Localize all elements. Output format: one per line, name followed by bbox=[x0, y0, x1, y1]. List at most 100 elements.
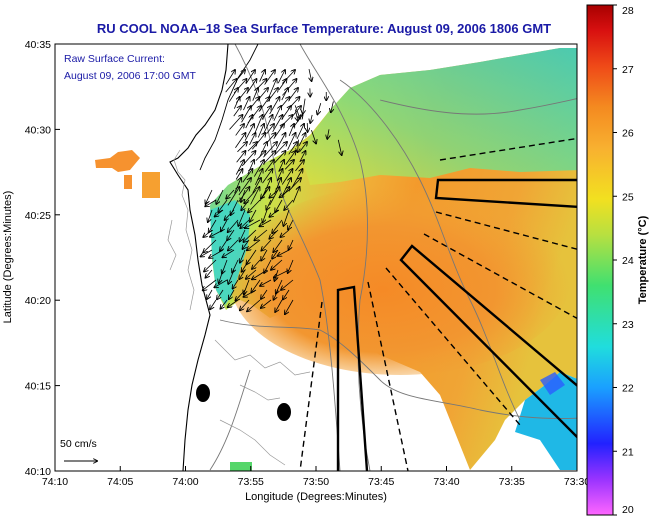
current-arrow bbox=[229, 289, 235, 299]
current-arrow bbox=[217, 289, 224, 299]
x-tick-label: 74:00 bbox=[172, 476, 198, 488]
sst-southeast-blue bbox=[540, 372, 565, 395]
current-arrow bbox=[228, 269, 235, 284]
current-arrow bbox=[298, 139, 299, 153]
current-arrow bbox=[242, 169, 253, 183]
current-arrow bbox=[221, 219, 228, 231]
current-arrow bbox=[274, 142, 287, 155]
current-arrow bbox=[309, 68, 312, 81]
current-arrow bbox=[248, 199, 261, 212]
current-arrow bbox=[277, 70, 285, 84]
current-arrow bbox=[210, 229, 224, 237]
survey-box-southeast bbox=[399, 244, 577, 439]
y-tick-label: 40:30 bbox=[25, 124, 51, 136]
sst-warm-core bbox=[230, 185, 570, 375]
colorbar-tick-label: 20 bbox=[622, 504, 634, 516]
current-arrow bbox=[254, 229, 268, 240]
current-arrow bbox=[289, 239, 294, 250]
current-arrow bbox=[226, 189, 235, 199]
current-arrow bbox=[278, 79, 287, 91]
colorbar-tick-label: 27 bbox=[622, 64, 634, 76]
current-arrow bbox=[247, 239, 261, 250]
current-arrow bbox=[274, 289, 279, 300]
current-arrow bbox=[235, 133, 245, 149]
current-arrow bbox=[278, 249, 290, 256]
current-arrow bbox=[218, 199, 228, 212]
current-arrow bbox=[288, 142, 297, 155]
current-arrow bbox=[294, 105, 300, 118]
x-tick-label: 73:35 bbox=[499, 476, 525, 488]
colorbar-label: Temperature (°C) bbox=[637, 215, 649, 304]
current-arrow bbox=[296, 124, 304, 140]
current-arrow bbox=[273, 106, 281, 121]
current-arrow bbox=[272, 219, 283, 233]
current-arrow bbox=[327, 129, 329, 138]
current-arrow bbox=[262, 151, 275, 165]
current-arrow bbox=[244, 124, 254, 141]
current-arrow bbox=[259, 70, 265, 82]
colorbar-tick-label: 28 bbox=[622, 5, 634, 17]
current-arrow bbox=[275, 133, 285, 150]
current-arrow bbox=[275, 299, 283, 312]
current-arrow bbox=[243, 239, 250, 249]
map-title: RU COOL NOAA–18 Sea Surface Temperature:… bbox=[97, 21, 551, 36]
current-arrow bbox=[269, 97, 280, 115]
current-arrow bbox=[238, 178, 251, 196]
current-arrow bbox=[263, 115, 272, 135]
current-arrow bbox=[236, 70, 245, 81]
survey-box-east bbox=[434, 178, 577, 209]
colorbar-ramp bbox=[586, 4, 614, 516]
current-arrow bbox=[243, 97, 249, 111]
colorbar-tick-label: 25 bbox=[622, 191, 634, 203]
colorbar-tick-label: 26 bbox=[622, 128, 634, 140]
sst-southeast-cool bbox=[515, 372, 577, 470]
x-tick-label: 73:45 bbox=[368, 476, 394, 488]
current-arrow bbox=[215, 209, 224, 216]
current-arrow bbox=[280, 229, 290, 237]
colorbar-tick-label: 23 bbox=[622, 319, 634, 331]
current-arrow bbox=[244, 189, 257, 203]
y-axis-label: Latitude (Degrees:Minutes) bbox=[2, 191, 14, 324]
scale-label: 50 cm/s bbox=[60, 438, 97, 450]
current-arrow bbox=[243, 229, 257, 242]
dashed-sector-lines bbox=[299, 137, 577, 471]
marker-blob-2 bbox=[277, 403, 291, 421]
current-arrow bbox=[205, 199, 217, 206]
current-arrow bbox=[252, 259, 261, 269]
current-arrow bbox=[287, 133, 296, 151]
current-arrow bbox=[274, 269, 290, 277]
current-arrow bbox=[284, 199, 294, 210]
current-arrow bbox=[281, 279, 294, 290]
current-arrow bbox=[227, 229, 235, 240]
current-arrow bbox=[276, 279, 283, 293]
current-arrow bbox=[311, 129, 316, 143]
y-tick-label: 40:20 bbox=[25, 295, 51, 307]
current-arrow bbox=[292, 187, 299, 203]
coastline bbox=[169, 44, 229, 471]
current-arrow bbox=[219, 269, 224, 283]
current-arrow bbox=[260, 279, 272, 286]
current-arrow bbox=[203, 239, 217, 252]
current-arrow bbox=[274, 151, 286, 164]
sst-isolated-patch-3 bbox=[142, 172, 160, 198]
current-arrow bbox=[201, 249, 213, 256]
y-tick-label: 40:15 bbox=[25, 381, 51, 393]
current-arrow bbox=[285, 299, 294, 314]
current-arrow bbox=[227, 187, 240, 206]
current-arrow bbox=[233, 97, 239, 109]
sst-isolated-patch bbox=[95, 150, 140, 172]
current-arrow bbox=[236, 289, 246, 300]
current-arrow bbox=[249, 133, 256, 146]
current-arrow bbox=[228, 239, 239, 250]
y-tick-label: 40:35 bbox=[25, 39, 51, 51]
current-arrow bbox=[254, 115, 263, 135]
x-axis-label: Longitude (Degrees:Minutes) bbox=[245, 491, 387, 503]
x-tick-label: 73:40 bbox=[433, 476, 459, 488]
current-legend-line2: August 09, 2006 17:00 GMT bbox=[64, 70, 197, 82]
current-arrow bbox=[209, 219, 217, 232]
current-arrow bbox=[203, 279, 217, 290]
x-tick-label: 73:30 bbox=[564, 476, 590, 488]
current-arrow bbox=[261, 239, 272, 251]
current-arrow bbox=[239, 269, 246, 279]
